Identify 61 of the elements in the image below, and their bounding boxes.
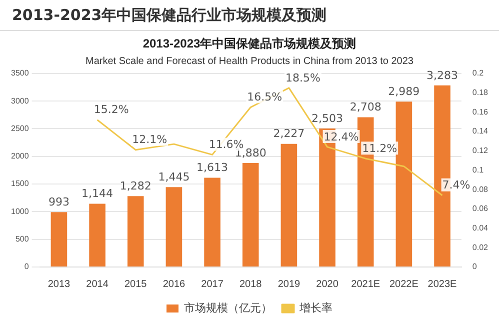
bar (50, 212, 68, 266)
x-tick-label: 2019 (278, 278, 301, 290)
bar (242, 163, 259, 266)
y2-tick-label: 0.04 (472, 223, 489, 232)
text: 2013-2023年中国保健品行业市场规模及预测 (0, 0, 499, 31)
y2-tick-label: 0.02 (472, 242, 489, 252)
legend-label: 市场规模（亿元） (184, 302, 272, 315)
y-tick-label: 3500 (11, 68, 30, 78)
bar (127, 196, 144, 266)
bar (280, 144, 298, 266)
x-tick-label: 2018 (239, 278, 262, 290)
x-tick-label: 2017 (201, 278, 224, 290)
y2-tick-label: 0.16 (472, 107, 489, 116)
y-tick-label: 1000 (11, 206, 30, 216)
data-label: 11.6% (208, 138, 244, 152)
data-label: 2,989 (388, 85, 420, 98)
data-label: 16.5% (247, 90, 282, 104)
y-tick-label: 2000 (11, 152, 30, 161)
x-tick-label: 2014 (86, 278, 109, 290)
data-label: 3,283 (426, 68, 458, 82)
y2-tick-label: 0.2 (472, 68, 484, 78)
y2-tick-label: 0.08 (472, 184, 489, 194)
x-tick-label: 2023E (428, 278, 458, 290)
y2-tick-label: 0.12 (472, 146, 489, 156)
data-label: 1,613 (196, 161, 228, 174)
y-tick-label: 0 (24, 262, 30, 272)
x-tick-label: 2015 (124, 278, 148, 290)
data-label: 993 (48, 195, 70, 208)
x-tick-label: 2021E (351, 278, 380, 290)
data-label: 12.4% (324, 130, 359, 144)
y-tick-label: 3000 (11, 96, 30, 106)
y2-tick-label: 0.14 (472, 126, 489, 136)
data-label: 1,445 (158, 170, 190, 184)
data-label: 2,503 (312, 112, 344, 125)
data-label: 18.5% (285, 71, 320, 84)
data-label: 11.2% (362, 142, 398, 155)
data-label: 2,227 (273, 127, 305, 140)
y-tick-label: 2500 (11, 124, 30, 133)
x-tick-label: 2013 (48, 278, 71, 290)
data-label: 12.1% (132, 133, 168, 146)
y-tick-label: 1500 (11, 179, 30, 188)
data-label: 15.2% (94, 103, 129, 116)
chart-title: 2013-2023年中国保健品市场规模及预测 (142, 36, 356, 51)
data-label: 2,708 (350, 100, 382, 114)
data-label: 7.4% (442, 178, 470, 192)
x-tick-label: 2022E (389, 278, 419, 290)
x-tick-label: 2016 (162, 278, 186, 290)
bar (89, 204, 106, 266)
bar (204, 178, 220, 266)
data-label: 1,282 (120, 179, 152, 192)
y-tick-label: 500 (15, 234, 30, 244)
data-label: 1,144 (82, 187, 114, 200)
y2-tick-label: 0 (472, 262, 478, 272)
bar (396, 102, 412, 266)
bar (166, 187, 182, 266)
y2-tick-label: 0.1 (472, 165, 484, 174)
y2-tick-label: 0.06 (472, 204, 489, 214)
chart-subtitle: Market Scale and Forecast of Health Products in China from 2013 to 2023 (86, 56, 414, 68)
y2-tick-label: 0.18 (472, 88, 489, 97)
legend-label: 增长率 (298, 302, 332, 315)
x-tick-label: 2020 (316, 278, 339, 290)
